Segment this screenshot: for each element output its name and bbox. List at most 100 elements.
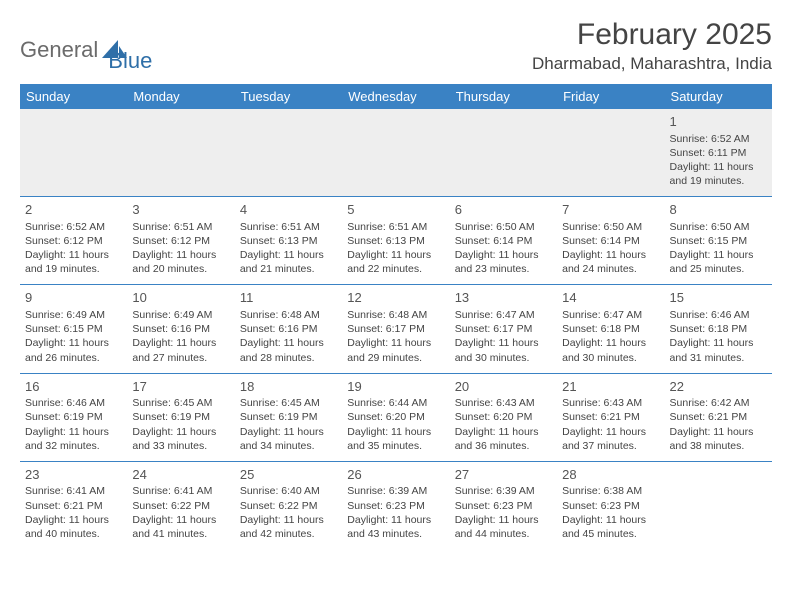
sunset-line: Sunset: 6:14 PM xyxy=(455,234,552,248)
sunrise-line: Sunrise: 6:42 AM xyxy=(670,396,767,410)
day-number: 18 xyxy=(240,378,337,396)
sunset-line: Sunset: 6:18 PM xyxy=(670,322,767,336)
sunset-line: Sunset: 6:19 PM xyxy=(25,410,122,424)
sunset-line: Sunset: 6:23 PM xyxy=(347,499,444,513)
daylight-line: Daylight: 11 hours and 29 minutes. xyxy=(347,336,444,364)
calendar-cell xyxy=(557,109,664,197)
sunset-line: Sunset: 6:17 PM xyxy=(455,322,552,336)
sunrise-line: Sunrise: 6:46 AM xyxy=(670,308,767,322)
daylight-line: Daylight: 11 hours and 26 minutes. xyxy=(25,336,122,364)
sunrise-line: Sunrise: 6:38 AM xyxy=(562,484,659,498)
calendar-cell xyxy=(20,109,127,197)
daylight-line: Daylight: 11 hours and 24 minutes. xyxy=(562,248,659,276)
day-number: 19 xyxy=(347,378,444,396)
sunrise-line: Sunrise: 6:49 AM xyxy=(132,308,229,322)
sunset-line: Sunset: 6:11 PM xyxy=(670,146,767,160)
calendar-cell: 13Sunrise: 6:47 AMSunset: 6:17 PMDayligh… xyxy=(450,285,557,373)
daylight-line: Daylight: 11 hours and 20 minutes. xyxy=(132,248,229,276)
calendar-cell: 10Sunrise: 6:49 AMSunset: 6:16 PMDayligh… xyxy=(127,285,234,373)
calendar-week-row: 1Sunrise: 6:52 AMSunset: 6:11 PMDaylight… xyxy=(20,109,772,197)
daylight-line: Daylight: 11 hours and 25 minutes. xyxy=(670,248,767,276)
sunset-line: Sunset: 6:22 PM xyxy=(240,499,337,513)
sunrise-line: Sunrise: 6:41 AM xyxy=(25,484,122,498)
day-number: 2 xyxy=(25,201,122,219)
day-number: 1 xyxy=(670,113,767,131)
calendar-cell: 21Sunrise: 6:43 AMSunset: 6:21 PMDayligh… xyxy=(557,373,664,461)
day-number: 5 xyxy=(347,201,444,219)
day-header: Monday xyxy=(127,84,234,109)
sunset-line: Sunset: 6:15 PM xyxy=(670,234,767,248)
header: General Blue February 2025 Dharmabad, Ma… xyxy=(20,18,772,74)
day-number: 27 xyxy=(455,466,552,484)
sunset-line: Sunset: 6:20 PM xyxy=(347,410,444,424)
day-number: 15 xyxy=(670,289,767,307)
day-header-row: SundayMondayTuesdayWednesdayThursdayFrid… xyxy=(20,84,772,109)
sunset-line: Sunset: 6:14 PM xyxy=(562,234,659,248)
calendar-week-row: 9Sunrise: 6:49 AMSunset: 6:15 PMDaylight… xyxy=(20,285,772,373)
calendar-week-row: 2Sunrise: 6:52 AMSunset: 6:12 PMDaylight… xyxy=(20,197,772,285)
sunrise-line: Sunrise: 6:51 AM xyxy=(132,220,229,234)
sunrise-line: Sunrise: 6:47 AM xyxy=(455,308,552,322)
sunrise-line: Sunrise: 6:39 AM xyxy=(455,484,552,498)
calendar-week-row: 16Sunrise: 6:46 AMSunset: 6:19 PMDayligh… xyxy=(20,373,772,461)
location-text: Dharmabad, Maharashtra, India xyxy=(532,54,772,74)
sunset-line: Sunset: 6:13 PM xyxy=(347,234,444,248)
day-number: 23 xyxy=(25,466,122,484)
day-number: 4 xyxy=(240,201,337,219)
sunset-line: Sunset: 6:18 PM xyxy=(562,322,659,336)
calendar-cell: 3Sunrise: 6:51 AMSunset: 6:12 PMDaylight… xyxy=(127,197,234,285)
sunset-line: Sunset: 6:19 PM xyxy=(132,410,229,424)
daylight-line: Daylight: 11 hours and 42 minutes. xyxy=(240,513,337,541)
day-number: 13 xyxy=(455,289,552,307)
day-number: 11 xyxy=(240,289,337,307)
day-number: 26 xyxy=(347,466,444,484)
daylight-line: Daylight: 11 hours and 35 minutes. xyxy=(347,425,444,453)
sunset-line: Sunset: 6:16 PM xyxy=(240,322,337,336)
calendar-cell: 2Sunrise: 6:52 AMSunset: 6:12 PMDaylight… xyxy=(20,197,127,285)
sunset-line: Sunset: 6:19 PM xyxy=(240,410,337,424)
calendar-cell xyxy=(665,461,772,549)
day-number: 21 xyxy=(562,378,659,396)
sunset-line: Sunset: 6:22 PM xyxy=(132,499,229,513)
daylight-line: Daylight: 11 hours and 19 minutes. xyxy=(670,160,767,188)
calendar-cell: 26Sunrise: 6:39 AMSunset: 6:23 PMDayligh… xyxy=(342,461,449,549)
day-header: Thursday xyxy=(450,84,557,109)
day-number: 7 xyxy=(562,201,659,219)
sunrise-line: Sunrise: 6:44 AM xyxy=(347,396,444,410)
calendar-cell: 9Sunrise: 6:49 AMSunset: 6:15 PMDaylight… xyxy=(20,285,127,373)
day-number: 14 xyxy=(562,289,659,307)
daylight-line: Daylight: 11 hours and 32 minutes. xyxy=(25,425,122,453)
sunset-line: Sunset: 6:13 PM xyxy=(240,234,337,248)
calendar-cell: 6Sunrise: 6:50 AMSunset: 6:14 PMDaylight… xyxy=(450,197,557,285)
day-header: Tuesday xyxy=(235,84,342,109)
daylight-line: Daylight: 11 hours and 28 minutes. xyxy=(240,336,337,364)
calendar-cell: 18Sunrise: 6:45 AMSunset: 6:19 PMDayligh… xyxy=(235,373,342,461)
sunrise-line: Sunrise: 6:51 AM xyxy=(347,220,444,234)
sunrise-line: Sunrise: 6:45 AM xyxy=(240,396,337,410)
calendar-cell xyxy=(127,109,234,197)
day-header: Sunday xyxy=(20,84,127,109)
sunset-line: Sunset: 6:20 PM xyxy=(455,410,552,424)
day-number: 8 xyxy=(670,201,767,219)
sunrise-line: Sunrise: 6:40 AM xyxy=(240,484,337,498)
sunrise-line: Sunrise: 6:49 AM xyxy=(25,308,122,322)
calendar-cell: 7Sunrise: 6:50 AMSunset: 6:14 PMDaylight… xyxy=(557,197,664,285)
sunset-line: Sunset: 6:15 PM xyxy=(25,322,122,336)
day-number: 20 xyxy=(455,378,552,396)
day-number: 24 xyxy=(132,466,229,484)
day-header: Friday xyxy=(557,84,664,109)
calendar-table: SundayMondayTuesdayWednesdayThursdayFrid… xyxy=(20,84,772,549)
calendar-cell: 12Sunrise: 6:48 AMSunset: 6:17 PMDayligh… xyxy=(342,285,449,373)
sunset-line: Sunset: 6:23 PM xyxy=(455,499,552,513)
calendar-cell: 23Sunrise: 6:41 AMSunset: 6:21 PMDayligh… xyxy=(20,461,127,549)
daylight-line: Daylight: 11 hours and 30 minutes. xyxy=(455,336,552,364)
sunrise-line: Sunrise: 6:47 AM xyxy=(562,308,659,322)
daylight-line: Daylight: 11 hours and 38 minutes. xyxy=(670,425,767,453)
calendar-cell: 16Sunrise: 6:46 AMSunset: 6:19 PMDayligh… xyxy=(20,373,127,461)
sunrise-line: Sunrise: 6:50 AM xyxy=(670,220,767,234)
calendar-cell: 28Sunrise: 6:38 AMSunset: 6:23 PMDayligh… xyxy=(557,461,664,549)
calendar-cell: 17Sunrise: 6:45 AMSunset: 6:19 PMDayligh… xyxy=(127,373,234,461)
daylight-line: Daylight: 11 hours and 44 minutes. xyxy=(455,513,552,541)
sunrise-line: Sunrise: 6:52 AM xyxy=(670,132,767,146)
daylight-line: Daylight: 11 hours and 34 minutes. xyxy=(240,425,337,453)
